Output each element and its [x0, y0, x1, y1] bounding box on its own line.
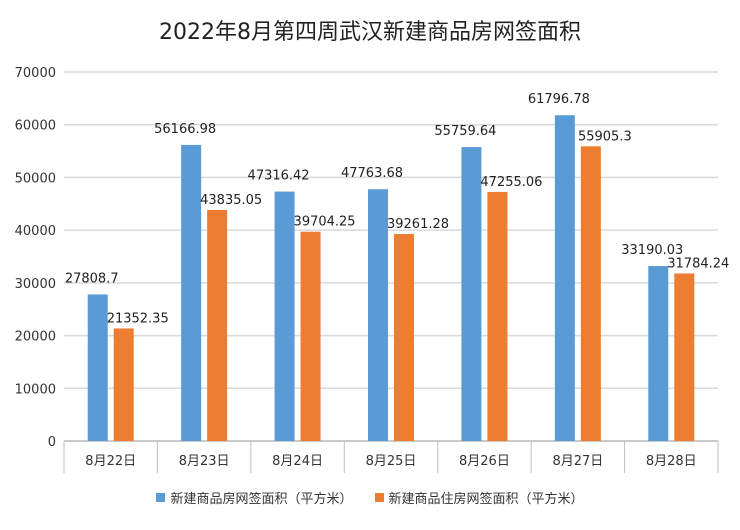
data-label: 39704.25 — [294, 215, 356, 230]
bar-series-1 — [207, 209, 228, 441]
x-tick-label: 8月23日 — [179, 454, 230, 469]
x-tick-label: 8月27日 — [552, 454, 603, 469]
bar-series-1 — [674, 273, 695, 441]
data-label: 55905.3 — [578, 129, 632, 144]
legend-label: 新建商品房网签面积（平方米） — [170, 492, 353, 507]
bar-series-1 — [580, 146, 601, 442]
data-label: 43835.05 — [200, 193, 262, 208]
bar-series-0 — [87, 294, 108, 441]
data-label: 55759.64 — [434, 124, 496, 139]
data-label: 27808.7 — [65, 271, 119, 286]
bar-series-1 — [394, 234, 414, 441]
legend: 新建商品房网签面积（平方米） 新建商品住房网签面积（平方米） — [0, 488, 740, 507]
legend-label: 新建商品住房网签面积（平方米） — [388, 492, 584, 507]
y-tick-label: 30000 — [15, 277, 56, 292]
data-label: 39261.28 — [387, 217, 449, 232]
data-label: 47316.42 — [248, 169, 310, 184]
y-tick-label: 60000 — [15, 119, 56, 134]
data-label: 47255.06 — [480, 175, 542, 190]
bar-series-0 — [274, 191, 295, 441]
bar-series-1 — [113, 328, 134, 441]
y-tick-label: 50000 — [15, 171, 56, 186]
data-label: 56166.98 — [154, 122, 216, 137]
chart-title: 2022年8月第四周武汉新建商品房网签面积 — [159, 20, 581, 45]
x-tick-label: 8月22日 — [85, 454, 136, 469]
legend-swatch — [374, 493, 384, 502]
data-label: 47763.68 — [341, 166, 403, 181]
data-label: 61796.78 — [528, 92, 590, 107]
bar-series-0 — [368, 189, 388, 441]
x-tick-label: 8月28日 — [646, 454, 697, 469]
data-label: 31784.24 — [667, 256, 729, 271]
x-tick-label: 8月25日 — [366, 454, 417, 469]
y-tick-label: 10000 — [15, 382, 56, 397]
y-tick-label: 40000 — [15, 224, 56, 239]
x-tick-label: 8月26日 — [459, 454, 510, 469]
bar-series-0 — [461, 147, 482, 441]
bar-series-0 — [648, 266, 669, 441]
x-tick-label: 8月24日 — [272, 454, 323, 469]
bar-series-1 — [300, 231, 321, 441]
y-tick-label: 70000 — [15, 66, 56, 81]
data-label: 21352.35 — [107, 311, 169, 326]
y-tick-label: 0 — [48, 435, 56, 450]
bar-series-0 — [554, 115, 575, 442]
legend-item-series-0: 新建商品房网签面积（平方米） — [156, 488, 353, 507]
bar-series-0 — [181, 144, 202, 441]
data-label: 33190.03 — [621, 243, 683, 258]
legend-item-series-1: 新建商品住房网签面积（平方米） — [374, 488, 584, 507]
legend-swatch — [156, 493, 166, 502]
y-tick-label: 20000 — [15, 330, 56, 345]
bar-series-1 — [487, 191, 508, 441]
